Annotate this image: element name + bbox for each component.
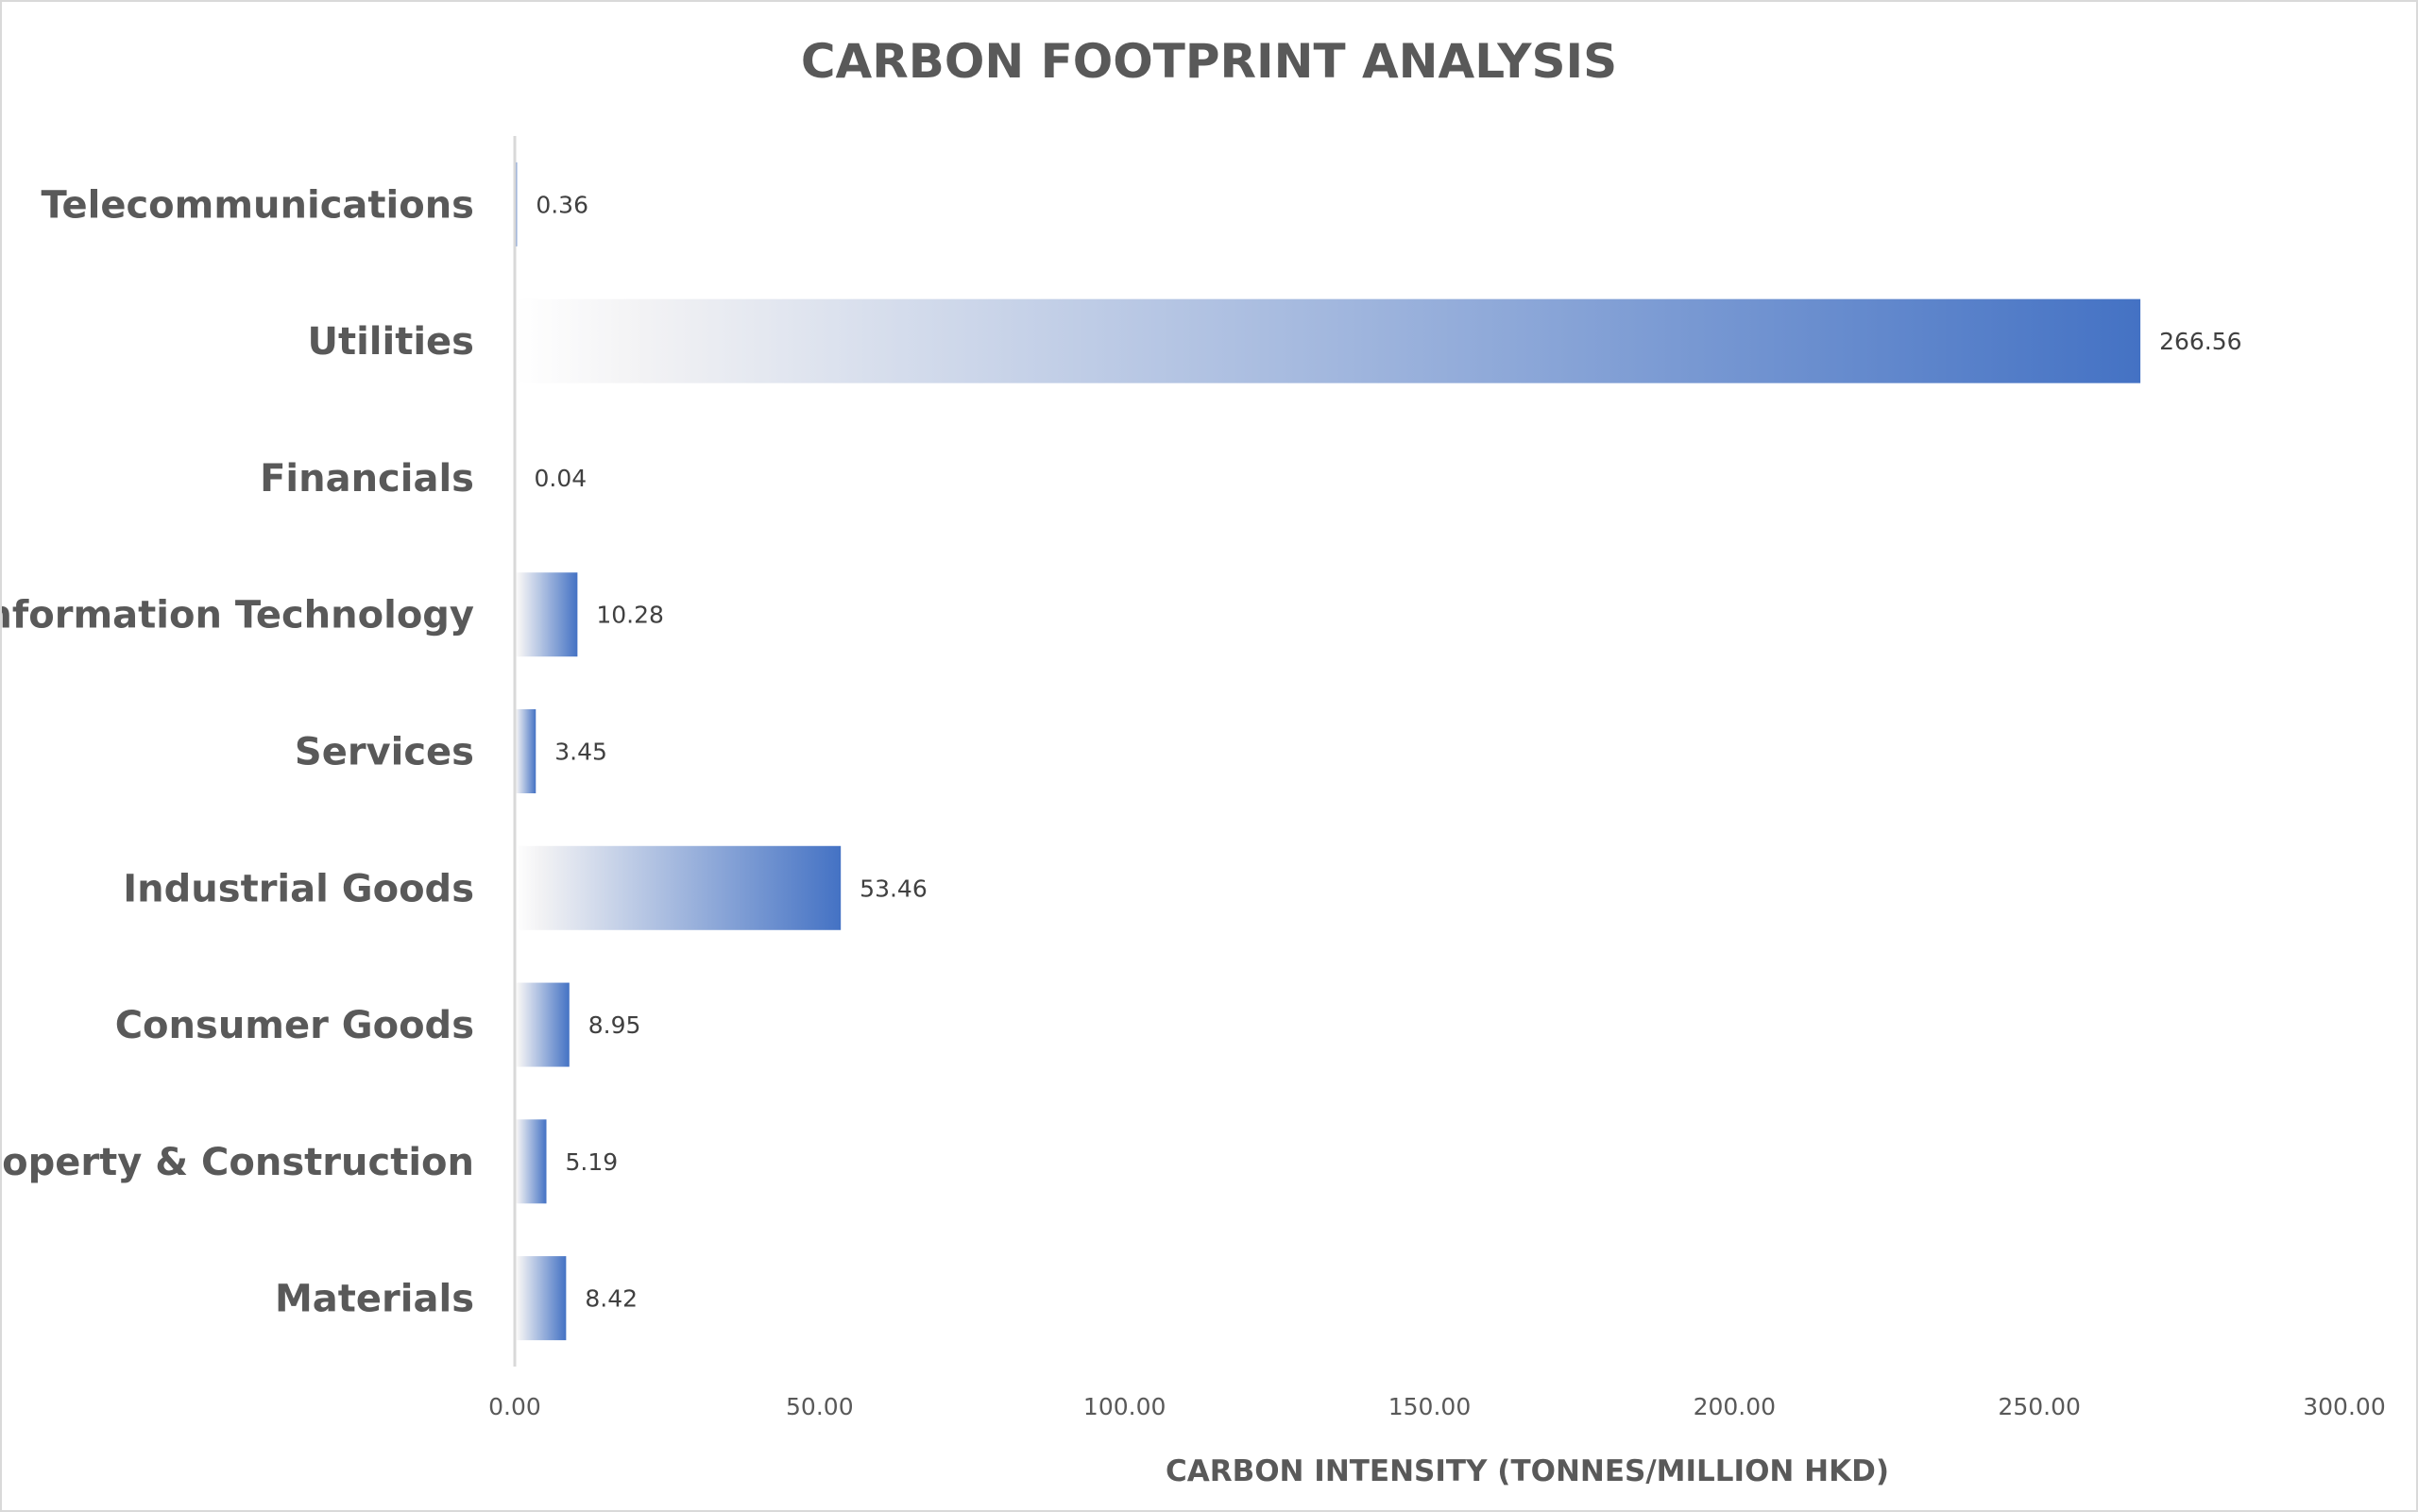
x-axis-title: CARBON INTENSITY (TONNES/MILLION HKD) xyxy=(1166,1454,1889,1488)
bar xyxy=(515,1119,547,1204)
category-label: Utilities xyxy=(307,320,474,364)
data-label: 0.04 xyxy=(535,465,587,492)
category-label: Industrial Goods xyxy=(123,867,474,910)
data-labels-group: 0.36 266.56 0.04 10.28 3.45 53.46 8.95 5.19 8.42 xyxy=(535,191,2242,1312)
x-tick-label: 300.00 xyxy=(2303,1393,2385,1420)
data-label: 0.36 xyxy=(536,191,588,218)
bars-group xyxy=(515,161,2141,1341)
category-labels: Telecommunications Utilities Financials Inf… xyxy=(2,183,474,1320)
category-label: Consumer Goods xyxy=(115,1004,474,1047)
category-label: Information Technology xyxy=(2,594,474,637)
x-tick-label: 250.00 xyxy=(1998,1393,2080,1420)
data-label: 53.46 xyxy=(860,875,928,902)
category-label: Services xyxy=(295,731,474,774)
data-label: 5.19 xyxy=(566,1148,619,1176)
category-label: Financials xyxy=(260,457,474,501)
bar xyxy=(515,572,578,657)
data-label: 8.95 xyxy=(588,1011,641,1039)
bar xyxy=(515,982,570,1067)
data-label: 3.45 xyxy=(554,739,607,766)
bar xyxy=(515,298,2141,383)
x-tick-label: 50.00 xyxy=(786,1393,854,1420)
category-label: Telecommunications xyxy=(42,183,474,227)
data-label: 10.28 xyxy=(596,602,664,629)
bar xyxy=(515,845,842,930)
x-tick-label: 200.00 xyxy=(1694,1393,1776,1420)
x-tick-label: 150.00 xyxy=(1388,1393,1471,1420)
category-label: Materials xyxy=(275,1278,474,1321)
data-label: 8.42 xyxy=(585,1285,638,1313)
x-tick-label: 0.00 xyxy=(488,1393,541,1420)
data-label: 266.56 xyxy=(2159,328,2241,355)
category-label: Property & Construction xyxy=(2,1141,474,1184)
x-tick-label: 100.00 xyxy=(1083,1393,1166,1420)
chart-title: CARBON FOOTPRINT ANALYSIS xyxy=(801,34,1617,89)
bar xyxy=(515,709,536,793)
x-axis-tick-labels: 0.00 50.00 100.00 150.00 200.00 250.00 300.00 xyxy=(488,1393,2386,1420)
bar xyxy=(515,1256,567,1341)
